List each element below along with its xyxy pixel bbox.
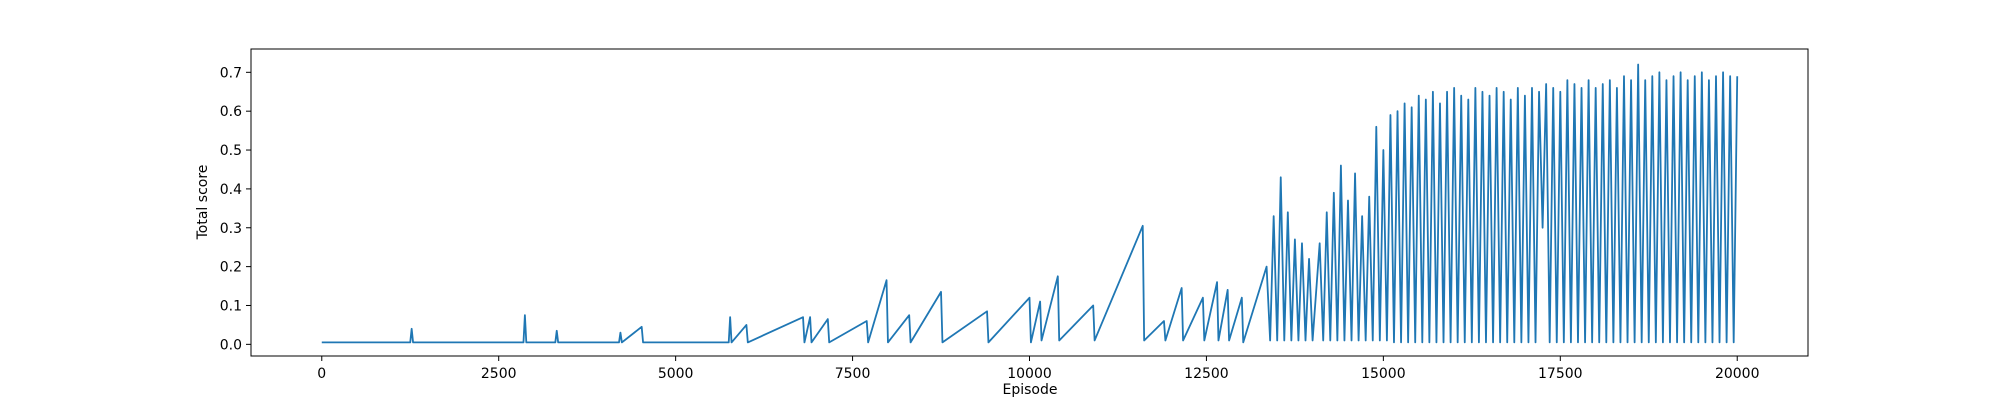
x-tick-label: 5000: [658, 366, 694, 382]
y-tick-label: 0.4: [220, 182, 242, 198]
x-axis-label: Episode: [1003, 382, 1058, 398]
y-tick-label: 0.5: [220, 143, 242, 159]
y-axis-label: Total score: [195, 165, 211, 241]
y-tick-label: 0.1: [220, 298, 242, 314]
y-tick-label: 0.3: [220, 221, 242, 237]
y-tick-label: 0.7: [220, 65, 242, 81]
x-tick-label: 15000: [1361, 366, 1406, 382]
x-tick-label: 12500: [1184, 366, 1229, 382]
x-tick-label: 2500: [481, 366, 517, 382]
x-tick-label: 0: [317, 366, 326, 382]
x-tick-label: 20000: [1715, 366, 1760, 382]
x-tick-label: 17500: [1538, 366, 1583, 382]
y-tick-label: 0.2: [220, 260, 242, 276]
y-tick-label: 0.0: [220, 337, 242, 353]
y-tick-label: 0.6: [220, 104, 242, 120]
x-tick-label: 10000: [1007, 366, 1052, 382]
data-line: [321, 63, 1739, 344]
x-tick-label: 7500: [835, 366, 871, 382]
